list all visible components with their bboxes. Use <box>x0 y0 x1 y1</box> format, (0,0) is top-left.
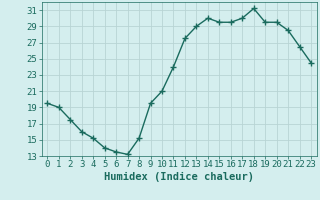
X-axis label: Humidex (Indice chaleur): Humidex (Indice chaleur) <box>104 172 254 182</box>
